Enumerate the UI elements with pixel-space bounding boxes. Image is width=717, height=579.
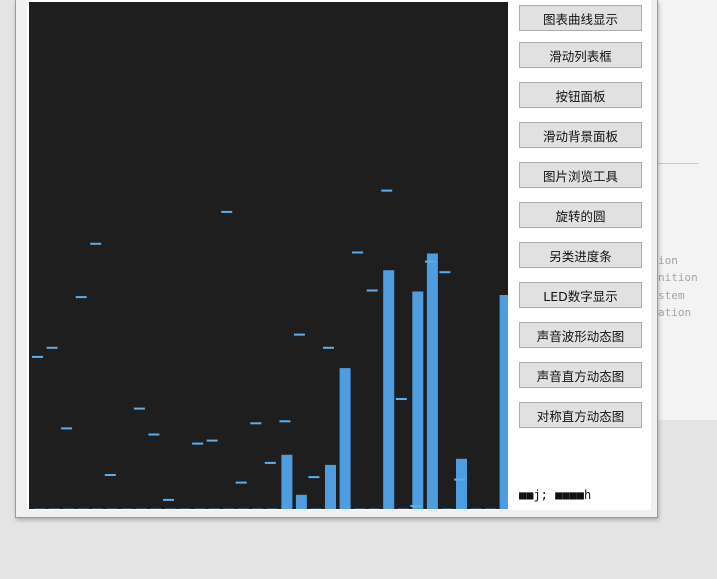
spectrum-peak <box>439 271 451 274</box>
spectrum-bar <box>281 454 293 509</box>
image-viewer-button[interactable]: 图片浏览工具 <box>519 162 642 188</box>
spectrum-peak <box>395 398 407 400</box>
chart-curve-button[interactable]: 图表曲线显示 <box>519 5 642 31</box>
spectrum-peak <box>454 478 465 481</box>
spectrum-bar <box>426 253 438 509</box>
spectrum-peak <box>221 210 233 213</box>
spectrum-peak <box>424 260 436 263</box>
wave-chart-button[interactable]: 声音波形动态图 <box>519 322 642 348</box>
spectrum-bar <box>165 508 176 509</box>
spectrum-bar <box>77 508 89 509</box>
spectrum-peak <box>235 481 247 484</box>
spectrum-bar <box>121 508 133 509</box>
spectrum-bar <box>48 508 60 509</box>
spectrum-bar <box>252 508 264 509</box>
spectrum-bar <box>266 508 278 509</box>
spectrum-bar <box>223 508 235 509</box>
spectrum-bar <box>237 508 249 509</box>
spectrum-chart-svg <box>32 189 508 509</box>
spectrum-bar <box>412 291 424 509</box>
spectrum-bar <box>354 508 366 509</box>
spectrum-bar <box>135 508 147 509</box>
spectrum-peak <box>366 289 378 292</box>
progress-bar-button[interactable]: 另类进度条 <box>519 242 642 268</box>
spectrum-bar <box>150 508 162 509</box>
symmetric-histogram-button[interactable]: 对称直方动态图 <box>519 402 642 428</box>
spectrum-bar <box>485 508 497 509</box>
spectrum-peak <box>352 251 364 254</box>
spectrum-peak <box>163 498 174 501</box>
spectrum-bar <box>194 508 206 509</box>
background-divider <box>655 163 698 164</box>
spectrum-bar <box>441 508 453 509</box>
spectrum-peak <box>264 461 276 464</box>
spectrum-peak <box>410 505 422 507</box>
spectrum-bar <box>368 508 380 509</box>
spectrum-peak <box>46 346 58 349</box>
button-panel-button[interactable]: 按钮面板 <box>519 82 642 108</box>
spectrum-bar <box>179 508 191 509</box>
spectrum-peak <box>192 442 204 445</box>
spectrum-bar <box>470 508 482 509</box>
background-text-line: ion <box>658 254 678 267</box>
spectrum-peak <box>323 346 334 349</box>
histogram-chart-button[interactable]: 声音直方动态图 <box>519 362 642 388</box>
slide-list-button[interactable]: 滑动列表框 <box>519 42 642 68</box>
spectrum-bar <box>397 508 409 509</box>
spectrum-peak <box>90 242 102 245</box>
spectrum-peak <box>104 474 116 476</box>
spectrum-chart <box>29 2 508 509</box>
spectrum-peak <box>61 427 73 430</box>
spectrum-peak <box>308 476 320 479</box>
spectrum-peak <box>75 296 87 299</box>
spectrum-bar <box>63 508 75 509</box>
spectrum-bar <box>310 508 322 509</box>
spectrum-bar <box>295 494 307 509</box>
slide-background-button[interactable]: 滑动背景面板 <box>519 122 642 148</box>
spectrum-peak <box>293 333 305 336</box>
background-text-line: ation <box>658 306 692 319</box>
spectrum-bar <box>325 464 336 509</box>
rotating-circle-button[interactable]: 旋转的圆 <box>519 202 642 228</box>
spectrum-peak <box>32 355 43 358</box>
spectrum-bar <box>34 508 45 509</box>
spectrum-peak <box>148 433 160 436</box>
spectrum-bar <box>92 508 104 509</box>
spectrum-peak <box>279 420 291 423</box>
spectrum-peak <box>381 189 393 192</box>
spectrum-bar <box>208 508 220 509</box>
status-text: ■■j; ■■■■h <box>519 488 592 502</box>
spectrum-peak <box>250 422 262 425</box>
background-text-line: stem <box>658 289 685 302</box>
spectrum-bar <box>383 270 395 509</box>
spectrum-peak <box>206 439 218 442</box>
spectrum-peak <box>133 407 145 410</box>
spectrum-bar <box>499 295 508 509</box>
spectrum-bar <box>106 508 118 509</box>
spectrum-bar <box>339 368 351 509</box>
led-display-button[interactable]: LED数字显示 <box>519 282 642 308</box>
spectrum-bar <box>456 458 467 509</box>
background-text-line: nition <box>658 271 698 284</box>
